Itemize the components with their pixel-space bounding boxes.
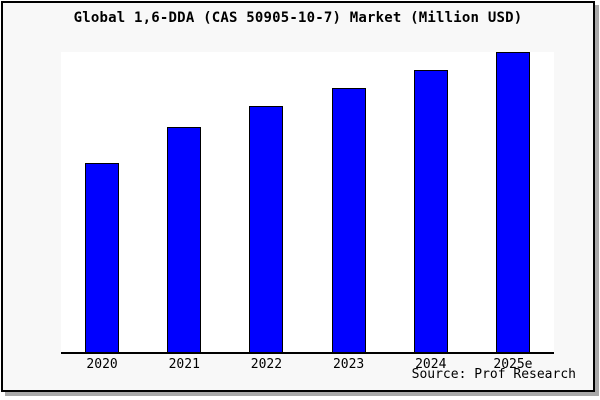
bar-2021 [167,127,202,352]
plot-area [61,52,554,354]
bar-2020 [85,163,120,352]
bar-slot [472,52,554,352]
bar-2022 [249,106,284,352]
x-tick-label-2020: 2020 [86,357,118,372]
bar-slot [308,52,390,352]
x-axis-labels: 2020 2021 2022 2023 2024 2025e [61,357,554,372]
x-tick-label-2021: 2021 [168,357,200,372]
bar-2023 [331,88,366,352]
source-credit: Source: Prof Research [411,367,576,382]
x-tick-label-2023: 2023 [332,357,365,372]
x-tick-label-2024: 2024 [415,357,447,372]
bar-slot [143,52,225,352]
bar-slot [61,52,143,352]
x-tick-label-2025e: 2025e [493,357,533,372]
bar-2024 [413,70,448,352]
chart-window: Global 1,6-DDA (CAS 50905-10-7) Market (… [1,1,595,392]
bar-slot [390,52,472,352]
x-tick-label-2022: 2022 [250,357,283,372]
bar-slot [225,52,307,352]
chart-title: Global 1,6-DDA (CAS 50905-10-7) Market (… [73,10,523,26]
bar-2025e [495,52,530,352]
